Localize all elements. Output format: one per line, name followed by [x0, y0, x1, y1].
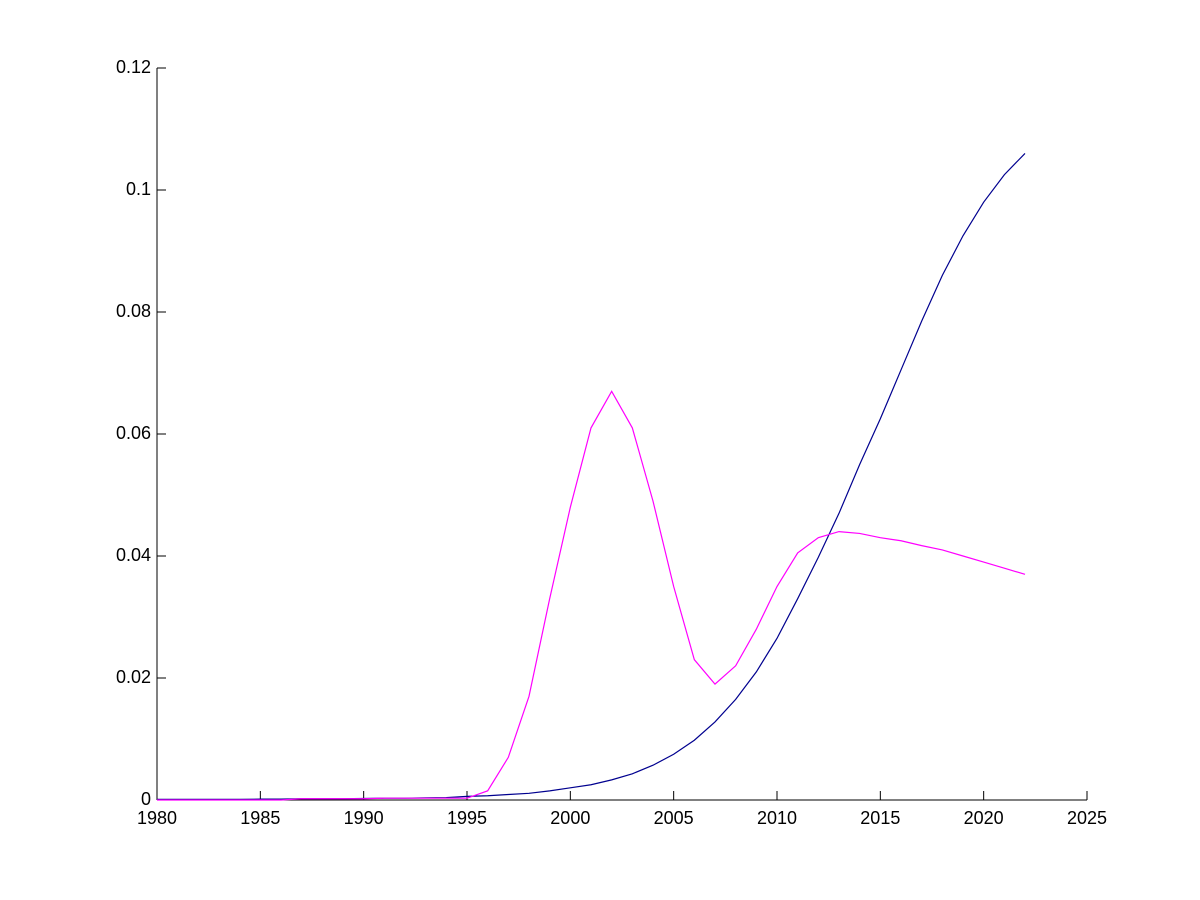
x-tick-label: 1985 — [240, 808, 280, 828]
y-tick-label: 0.04 — [116, 545, 151, 565]
x-tick-label: 2005 — [654, 808, 694, 828]
x-tick-label: 1995 — [447, 808, 487, 828]
x-tick-label: 2020 — [964, 808, 1004, 828]
x-tick-label: 2000 — [550, 808, 590, 828]
y-tick-label: 0.06 — [116, 423, 151, 443]
y-tick-label: 0 — [141, 789, 151, 809]
y-tick-label: 0.08 — [116, 301, 151, 321]
y-tick-label: 0.1 — [126, 179, 151, 199]
x-tick-label: 2015 — [860, 808, 900, 828]
series-line — [157, 390, 1026, 801]
x-tick-label: 1990 — [344, 808, 384, 828]
y-tick-label: 0.12 — [116, 57, 151, 77]
y-tick-label: 0.02 — [116, 667, 151, 687]
x-tick-label: 2025 — [1067, 808, 1107, 828]
x-tick-label: 1980 — [137, 808, 177, 828]
x-tick-label: 2010 — [757, 808, 797, 828]
